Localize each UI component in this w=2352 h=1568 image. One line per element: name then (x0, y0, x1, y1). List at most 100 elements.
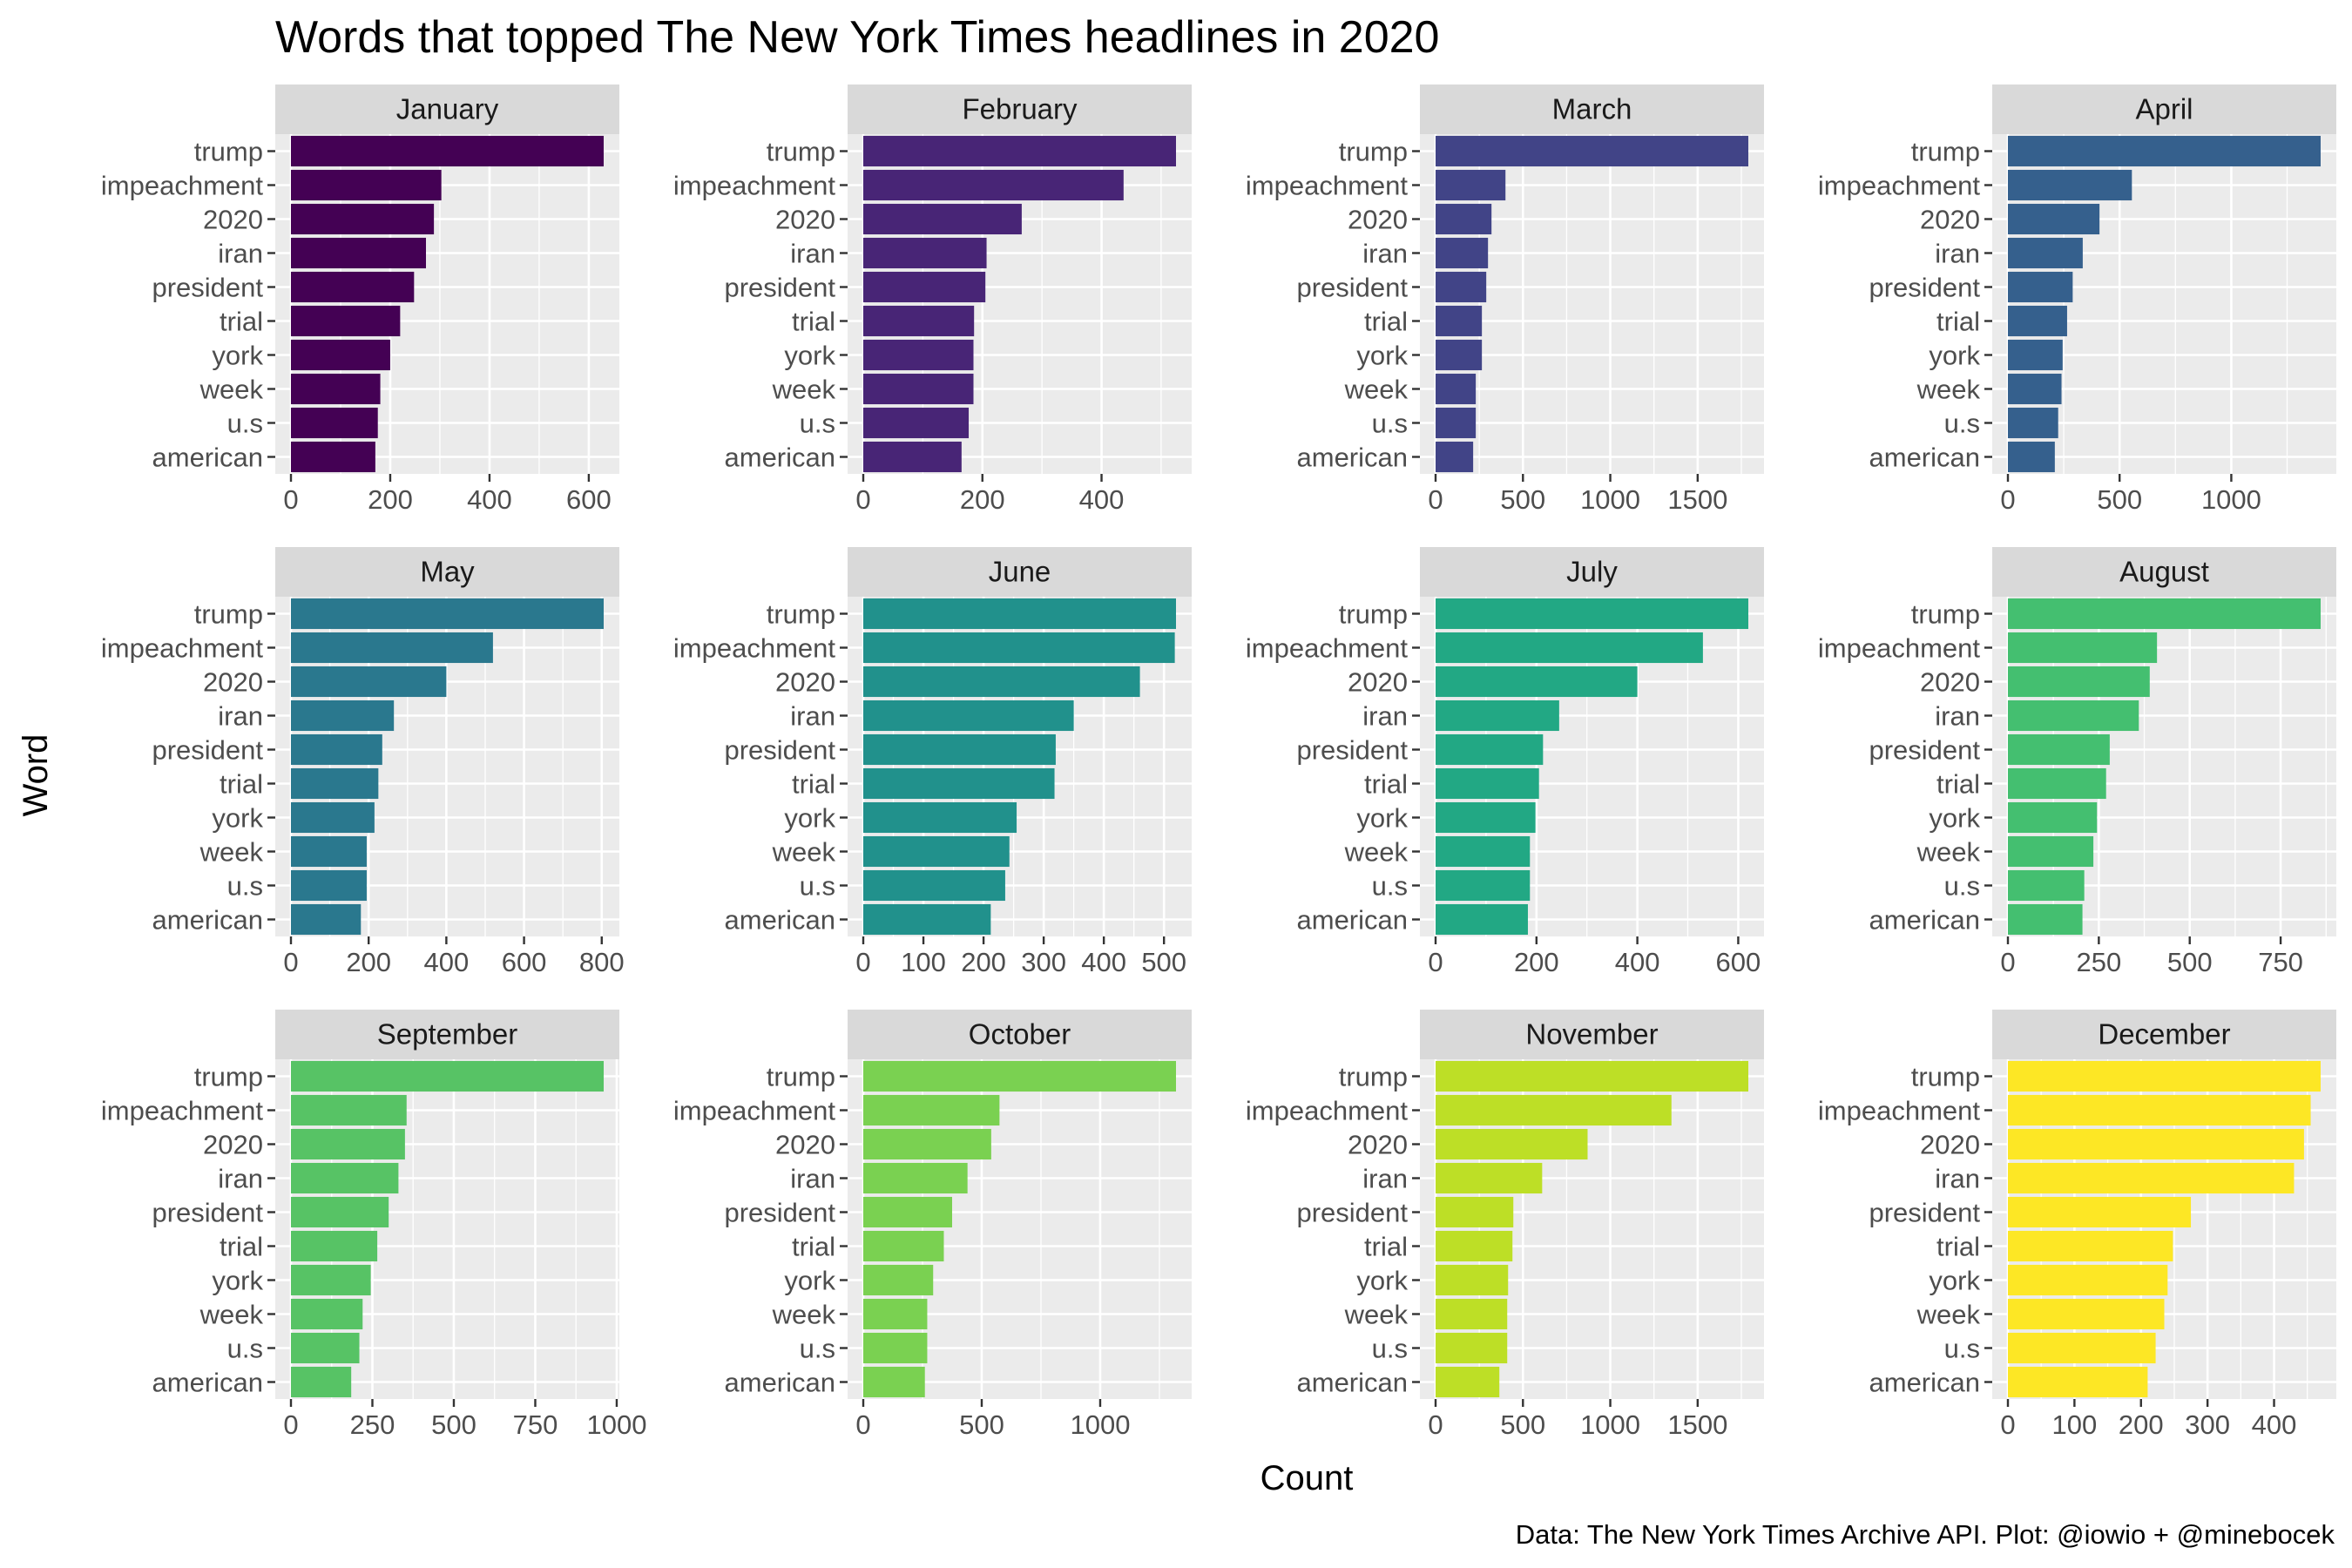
bar-trump (863, 1060, 1176, 1092)
bar-impeachment (2008, 169, 2132, 201)
y-tick-label: trump (194, 599, 263, 630)
x-tick-label: 500 (1141, 947, 1186, 977)
bar-american (863, 1366, 925, 1398)
y-tick-label: impeachment (1246, 633, 1408, 664)
bar-american (291, 441, 375, 473)
y-tick-label: impeachment (1818, 171, 1980, 201)
chart-title: Words that topped The New York Times hea… (275, 12, 1439, 63)
bar-iran (2008, 1162, 2295, 1194)
y-axis-title: Word (17, 734, 55, 817)
bar-york (291, 339, 390, 371)
bar-trial (863, 767, 1055, 800)
facet-april: April trump impeachment 2020 iran president tr… (1818, 84, 2336, 515)
facet-strip-label: January (396, 93, 499, 125)
bar-trump (863, 598, 1176, 630)
bar-trump (1436, 598, 1748, 630)
bar-president (1436, 733, 1544, 766)
bar-iran (863, 700, 1074, 732)
bar-york (863, 1264, 934, 1296)
y-tick-label: trump (1339, 137, 1408, 167)
x-tick-label: 400 (424, 947, 470, 977)
y-tick-label: week (772, 837, 836, 868)
y-tick-label: president (724, 735, 835, 766)
y-tick-label: u.s (1372, 409, 1408, 439)
y-tick-label: week (1916, 375, 1981, 405)
bar-impeachment (1436, 632, 1703, 664)
bar-week (2008, 835, 2094, 868)
bar-impeachment (863, 632, 1175, 664)
bar-week (291, 373, 381, 405)
bar-trial (291, 1230, 378, 1262)
facet-january: January trump impeachment 2020 iran president… (101, 84, 619, 515)
y-tick-label: trial (220, 1232, 263, 1262)
bar-u.s (2008, 1332, 2156, 1364)
y-tick-label: york (212, 1266, 263, 1296)
y-tick-label: trial (1936, 769, 1980, 800)
y-tick-label: iran (1362, 1164, 1408, 1194)
bar-president (1436, 1196, 1514, 1228)
x-tick-label: 0 (855, 947, 870, 977)
y-tick-label: week (199, 1300, 264, 1330)
bar-trial (291, 305, 401, 337)
facet-strip-label: October (969, 1018, 1071, 1051)
y-tick-label: u.s (227, 409, 263, 439)
y-tick-label: president (152, 735, 263, 766)
y-tick-label: american (1297, 905, 1409, 936)
facet-strip-label: March (1552, 93, 1632, 125)
bar-week (1436, 373, 1477, 405)
x-tick-label: 0 (855, 1409, 870, 1440)
x-tick-label: 1500 (1667, 1409, 1727, 1440)
bar-president (2008, 733, 2110, 766)
y-tick-label: 2020 (203, 205, 263, 235)
x-tick-label: 100 (2052, 1409, 2098, 1440)
x-tick-label: 200 (2119, 1409, 2164, 1440)
bar-iran (1436, 1162, 1543, 1194)
bar-impeachment (291, 169, 442, 201)
bar-u.s (2008, 869, 2085, 902)
x-tick-label: 200 (346, 947, 391, 977)
bar-2020 (2008, 1128, 2304, 1160)
x-tick-label: 400 (2252, 1409, 2297, 1440)
bar-trial (2008, 305, 2067, 337)
y-tick-label: 2020 (775, 667, 835, 698)
bar-week (291, 1298, 363, 1330)
y-tick-label: 2020 (203, 667, 263, 698)
y-tick-label: trial (220, 769, 263, 800)
y-tick-label: iran (790, 1164, 835, 1194)
y-tick-label: trial (1364, 769, 1408, 800)
y-tick-label: iran (790, 239, 835, 269)
y-tick-label: week (1344, 375, 1409, 405)
bar-york (291, 1264, 371, 1296)
facet-strip-label: May (420, 556, 475, 588)
bar-president (1436, 271, 1487, 303)
x-tick-label: 0 (2000, 1409, 2015, 1440)
bar-2020 (291, 203, 435, 235)
bar-week (863, 373, 974, 405)
y-tick-label: york (784, 341, 835, 371)
y-tick-label: week (772, 1300, 836, 1330)
bar-impeachment (863, 169, 1124, 201)
bar-trump (863, 135, 1176, 167)
y-tick-label: american (725, 443, 836, 473)
bar-trump (2008, 1060, 2321, 1092)
bar-american (2008, 441, 2055, 473)
bar-2020 (863, 666, 1140, 698)
bar-trump (1436, 1060, 1748, 1092)
y-tick-label: 2020 (1348, 205, 1408, 235)
y-tick-label: trump (1911, 1062, 1980, 1092)
x-tick-label: 0 (283, 484, 298, 515)
y-tick-label: u.s (800, 871, 835, 902)
facet-september: September trump impeachment 2020 iran preside… (101, 1010, 646, 1440)
bar-american (291, 1366, 352, 1398)
facet-strip (1420, 1010, 1764, 1059)
y-tick-label: trial (792, 307, 835, 337)
y-tick-label: iran (790, 701, 835, 732)
y-tick-label: 2020 (1920, 667, 1980, 698)
facet-strip-label: September (377, 1018, 517, 1051)
x-tick-label: 200 (368, 484, 413, 515)
y-tick-label: iran (1362, 701, 1408, 732)
bar-york (1436, 801, 1536, 834)
y-tick-label: trump (1339, 1062, 1408, 1092)
bar-president (2008, 271, 2073, 303)
bar-impeachment (291, 1094, 407, 1126)
